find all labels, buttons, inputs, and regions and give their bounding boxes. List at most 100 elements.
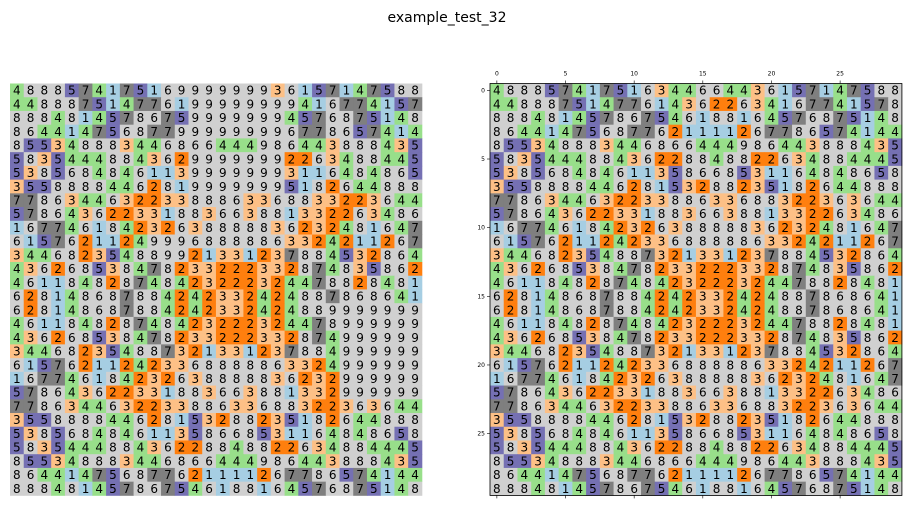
- cell-label: 6: [836, 386, 844, 400]
- cell-label: 8: [726, 413, 734, 427]
- cell-label: 2: [809, 207, 817, 221]
- cell-label: 1: [562, 111, 570, 125]
- cell-label: 6: [13, 358, 21, 372]
- cell-label: 2: [699, 317, 707, 331]
- cell-label: 8: [850, 276, 858, 290]
- cell-label: 8: [575, 276, 583, 290]
- cell-label: 8: [713, 482, 721, 496]
- cell-label: 4: [617, 454, 625, 468]
- cell-label: 7: [288, 345, 296, 359]
- cell-label: 8: [809, 276, 817, 290]
- cell-label: 2: [178, 262, 186, 276]
- cell-label: 8: [823, 303, 831, 317]
- cell-label: 2: [233, 276, 241, 290]
- cell-label: 4: [397, 441, 405, 455]
- cell-label: 6: [740, 97, 748, 111]
- heatmap-cell: [106, 138, 121, 153]
- cell-label: 3: [562, 207, 570, 221]
- cell-label: 1: [781, 413, 789, 427]
- heatmap-cell: [270, 97, 285, 112]
- cell-label: 3: [192, 221, 200, 235]
- cell-label: 8: [726, 221, 734, 235]
- cell-label: 4: [41, 248, 49, 262]
- cell-label: 2: [809, 386, 817, 400]
- cell-label: 6: [384, 290, 392, 304]
- cell-label: 6: [658, 221, 666, 235]
- cell-label: 6: [658, 372, 666, 386]
- cell-label: 8: [164, 317, 172, 331]
- cell-label: 8: [356, 441, 364, 455]
- cell-label: 1: [740, 111, 748, 125]
- cell-label: 6: [109, 194, 117, 208]
- cell-label: 8: [850, 303, 858, 317]
- cell-label: 2: [809, 399, 817, 413]
- cell-label: 5: [823, 125, 831, 139]
- cell-label: 4: [617, 152, 625, 166]
- cell-label: 4: [562, 276, 570, 290]
- cell-label: 9: [397, 331, 405, 345]
- heatmap-cell: [92, 138, 107, 153]
- cell-label: 7: [123, 84, 131, 98]
- cell-label: 9: [397, 317, 405, 331]
- cell-label: 1: [575, 235, 583, 249]
- x-tick-label: 20: [768, 71, 776, 78]
- cell-label: 3: [850, 399, 858, 413]
- cell-label: 3: [672, 221, 680, 235]
- cell-label: 2: [891, 262, 899, 276]
- cell-label: 8: [137, 468, 145, 482]
- cell-label: 8: [644, 317, 652, 331]
- cell-label: 5: [589, 345, 597, 359]
- cell-label: 4: [82, 399, 90, 413]
- cell-label: 8: [315, 248, 323, 262]
- cell-label: 4: [329, 427, 337, 441]
- cell-label: 7: [630, 262, 638, 276]
- cell-label: 4: [27, 345, 35, 359]
- cell-label: 3: [301, 358, 309, 372]
- heatmap-cell: [37, 152, 52, 167]
- cell-label: 8: [685, 221, 693, 235]
- cell-label: 1: [891, 290, 899, 304]
- cell-label: 3: [178, 399, 186, 413]
- cell-label: 7: [617, 317, 625, 331]
- heatmap-cell: [133, 165, 148, 181]
- cell-label: 1: [178, 413, 186, 427]
- cell-label: 5: [864, 97, 872, 111]
- cell-label: 8: [109, 139, 117, 153]
- cell-label: 9: [219, 166, 227, 180]
- cell-label: 8: [548, 111, 556, 125]
- cell-label: 7: [13, 399, 21, 413]
- cell-label: 4: [68, 221, 76, 235]
- cell-label: 2: [329, 207, 337, 221]
- cell-label: 8: [809, 317, 817, 331]
- cell-label: 8: [343, 139, 351, 153]
- cell-label: 6: [795, 97, 803, 111]
- cell-label: 8: [95, 317, 103, 331]
- cell-label: 3: [685, 97, 693, 111]
- cell-label: 8: [823, 482, 831, 496]
- cell-label: 6: [617, 413, 625, 427]
- heatmap-cell: [133, 124, 148, 139]
- cell-label: 5: [54, 441, 62, 455]
- cell-label: 7: [521, 372, 529, 386]
- cell-label: 3: [123, 139, 131, 153]
- cell-label: 6: [288, 84, 296, 98]
- cell-label: 6: [877, 331, 885, 345]
- cell-label: 8: [95, 413, 103, 427]
- cell-label: 5: [795, 84, 803, 98]
- cell-label: 8: [672, 386, 680, 400]
- cell-label: 5: [288, 180, 296, 194]
- cell-label: 8: [27, 482, 35, 496]
- cell-label: 7: [575, 468, 583, 482]
- cell-label: 1: [95, 358, 103, 372]
- cell-label: 1: [781, 84, 789, 98]
- cell-label: 4: [137, 152, 145, 166]
- cell-label: 3: [658, 248, 666, 262]
- cell-label: 8: [205, 427, 213, 441]
- cell-label: 3: [233, 345, 241, 359]
- cell-label: 6: [836, 399, 844, 413]
- cell-label: 4: [54, 111, 62, 125]
- cell-label: 7: [315, 111, 323, 125]
- cell-label: 3: [301, 235, 309, 249]
- cell-label: 5: [109, 482, 117, 496]
- cell-label: 6: [630, 111, 638, 125]
